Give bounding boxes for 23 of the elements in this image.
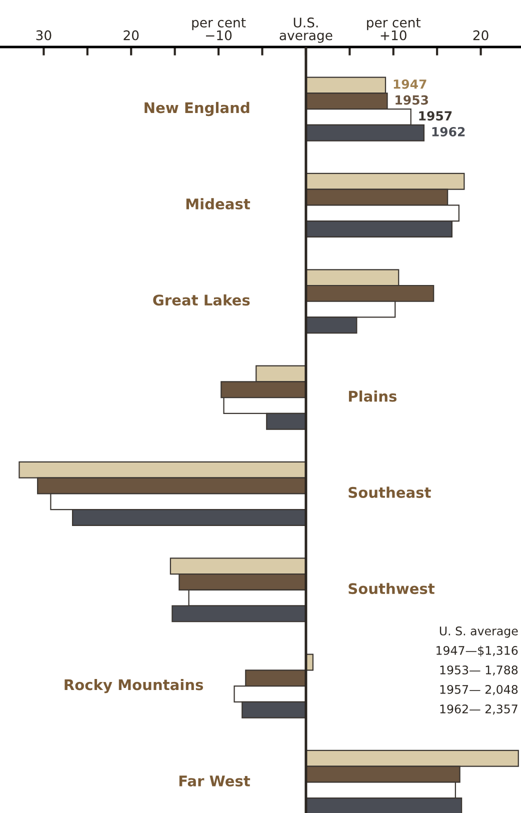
series-label: 1953: [396, 95, 428, 105]
annotation: 1957— 2,048: [440, 684, 518, 696]
x-tick-label: U.S. average: [280, 18, 332, 43]
x-tick-label: 20: [473, 30, 488, 40]
x-tick-label: 30: [36, 30, 52, 40]
annotation: 1962— 2,357: [440, 704, 518, 715]
x-tick-label: 20: [124, 30, 139, 40]
y-tick-label: Rocky Mountains: [64, 678, 204, 694]
annotation: U. S. average: [440, 626, 518, 638]
y-tick-label: Mideast: [186, 198, 250, 210]
y-tick-label: Far West: [179, 776, 250, 786]
y-tick-label: Great Lakes: [153, 294, 250, 306]
series-label: 1947: [394, 79, 426, 89]
annotation: 1947—$1,316: [436, 646, 518, 656]
x-tick-label: per cent −10: [192, 18, 246, 40]
series-label: 1962: [432, 127, 465, 136]
annotation: 1953— 1,788: [440, 665, 518, 676]
y-tick-label: New England: [144, 102, 250, 116]
x-tick-label: per cent +10: [367, 18, 421, 40]
series-label: 1957: [419, 111, 452, 121]
y-tick-label: Plains: [348, 390, 397, 402]
y-tick-label: Southwest: [348, 582, 435, 594]
y-tick-label: Southeast: [348, 486, 431, 498]
